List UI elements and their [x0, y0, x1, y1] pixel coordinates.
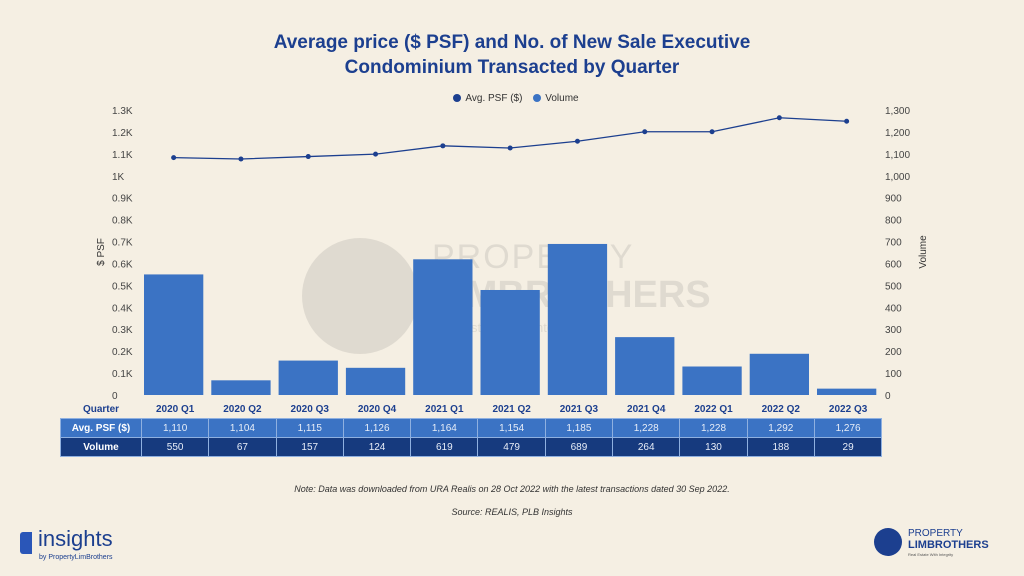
legend-psf-marker	[453, 94, 462, 102]
volume-bar	[278, 360, 338, 395]
psf-cell: 1,154	[477, 418, 546, 438]
right-tick-label: 200	[885, 347, 902, 358]
psf-cell: 1,104	[208, 418, 277, 438]
psf-point	[373, 151, 379, 157]
psf-point	[709, 129, 715, 135]
right-tick-label: 600	[885, 259, 902, 270]
left-tick-label: 0.2K	[112, 347, 133, 358]
volume-cell: 124	[342, 437, 412, 457]
note: Note: Data was downloaded from URA Reali…	[294, 484, 730, 494]
right-tick-label: 700	[885, 238, 902, 249]
volume-bar	[615, 337, 675, 395]
right-tick-label: 1,100	[885, 150, 910, 161]
left-tick-label: 0.9K	[112, 194, 133, 205]
chart-title: Average price ($ PSF) and No. of New Sal…	[273, 32, 751, 78]
psf-point	[440, 143, 446, 149]
right-tick-label: 1,300	[885, 106, 910, 117]
y-axis-label-right: Volume	[918, 235, 929, 269]
psf-point	[642, 129, 648, 135]
psf-cell: 1,185	[544, 418, 614, 438]
right-tick-label: 1,000	[885, 172, 910, 183]
volume-cell: 264	[612, 437, 681, 457]
legend-psf: Avg. PSF ($)	[465, 93, 523, 104]
quarter-cell: 2020 Q3	[290, 403, 329, 415]
psf-cell: 1,110	[140, 418, 210, 438]
right-tick-label: 500	[885, 281, 902, 292]
right-tick-label: 0	[885, 391, 891, 402]
volume-bar	[749, 353, 809, 395]
psf-point	[171, 155, 177, 161]
volume-cell: 29	[813, 437, 883, 457]
quarter-cell: 2022 Q1	[694, 403, 733, 415]
psf-point	[844, 118, 850, 124]
volume-cell: 550	[140, 437, 210, 457]
psf-point	[507, 145, 513, 151]
right-tick-label: 900	[885, 194, 902, 205]
volume-cell: 689	[544, 437, 614, 457]
legend-volume: Volume	[545, 93, 579, 104]
volume-cell: 157	[275, 437, 344, 457]
legend: Avg. PSF ($) Volume	[0, 93, 1024, 104]
left-tick-label: 0.5K	[112, 281, 133, 292]
left-tick-label: 0.1K	[112, 369, 133, 380]
quarter-cell: 2021 Q2	[492, 403, 531, 415]
psf-point	[305, 154, 311, 160]
right-tick-label: 800	[885, 216, 902, 227]
volume-bar	[817, 388, 877, 395]
y-axis-label-left: $ PSF	[96, 238, 107, 266]
volume-cell: 67	[208, 437, 277, 457]
volume-cell: 130	[679, 437, 748, 457]
quarter-cell: 2020 Q1	[155, 403, 195, 415]
left-tick-label: 1.2K	[112, 128, 133, 139]
quarter-cell: 2020 Q4	[357, 403, 397, 415]
volume-cell: 619	[410, 437, 479, 457]
left-tick-label: 1K	[112, 172, 125, 183]
volume-bar	[682, 366, 742, 395]
psf-cell: 1,126	[342, 418, 412, 438]
left-tick-label: 0	[112, 391, 118, 402]
quarter-cell: 2022 Q3	[828, 403, 868, 415]
quarter-cell: 2021 Q1	[425, 403, 464, 415]
left-tick-label: 0.4K	[112, 303, 133, 314]
quarter-cell: 2021 Q3	[559, 403, 599, 415]
left-tick-label: 1.1K	[112, 150, 133, 161]
left-tick-label: 0.3K	[112, 325, 133, 336]
psf-point	[238, 156, 244, 162]
quarter-cell: 2020 Q2	[223, 403, 262, 415]
psf-cell: 1,276	[813, 418, 883, 438]
table-header-volume: Volume	[60, 437, 142, 457]
psf-point	[776, 115, 782, 121]
quarter-cell: 2021 Q4	[627, 403, 666, 415]
psf-point	[574, 138, 580, 144]
psf-cell: 1,228	[679, 418, 748, 438]
quarter-cell: 2022 Q2	[761, 403, 800, 415]
table-header-quarter: Quarter	[82, 403, 120, 415]
right-tick-label: 100	[885, 369, 902, 380]
psf-cell: 1,164	[410, 418, 479, 438]
volume-bar	[211, 380, 271, 395]
right-tick-label: 400	[885, 303, 902, 314]
source: Source: REALIS, PLB Insights	[451, 507, 573, 517]
right-tick-label: 1,200	[885, 128, 910, 139]
volume-bar	[345, 367, 406, 395]
volume-cell: 479	[477, 437, 546, 457]
right-tick-label: 300	[885, 325, 902, 336]
data-table: Quarter 2020 Q1 2020 Q2 2020 Q3 2020 Q4 2021 …	[60, 400, 883, 457]
left-tick-label: 0.6K	[112, 259, 133, 270]
left-tick-label: 0.7K	[112, 238, 133, 249]
psf-line	[173, 117, 847, 160]
volume-bar	[144, 274, 204, 395]
volume-bar	[547, 243, 608, 395]
table-header-psf: Avg. PSF ($)	[60, 418, 142, 438]
left-tick-label: 1.3K	[112, 106, 133, 117]
left-tick-label: 0.8K	[112, 216, 133, 227]
volume-bar	[480, 289, 540, 395]
legend-volume-marker	[533, 94, 542, 102]
psf-cell: 1,228	[612, 418, 681, 438]
psf-cell: 1,115	[275, 418, 344, 438]
volume-cell: 188	[746, 437, 815, 457]
volume-bar	[413, 259, 473, 395]
psf-cell: 1,292	[746, 418, 815, 438]
